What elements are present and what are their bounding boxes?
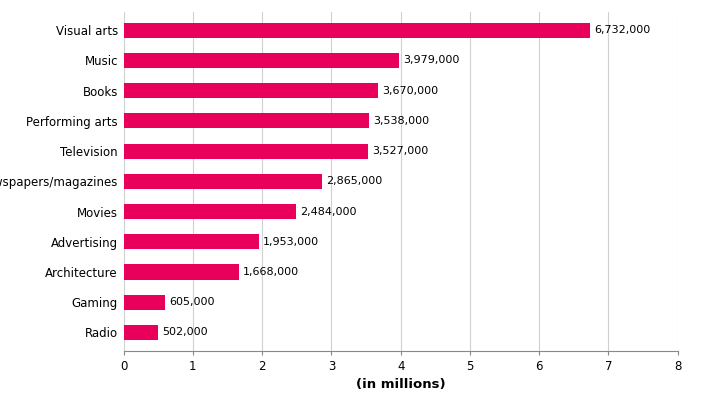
Text: 502,000: 502,000	[162, 328, 208, 337]
Bar	[124, 234, 259, 249]
Bar	[124, 23, 590, 38]
Text: 6,732,000: 6,732,000	[594, 25, 650, 35]
Text: 2,484,000: 2,484,000	[300, 207, 357, 216]
Bar	[124, 204, 296, 219]
Bar	[124, 325, 158, 340]
Text: 1,953,000: 1,953,000	[263, 237, 319, 247]
Text: 605,000: 605,000	[169, 297, 215, 307]
Text: 3,538,000: 3,538,000	[373, 116, 429, 126]
Bar	[124, 53, 399, 68]
Text: 3,527,000: 3,527,000	[372, 146, 429, 156]
Bar	[124, 264, 239, 280]
Bar	[124, 143, 368, 159]
Bar	[124, 113, 369, 129]
Text: 3,979,000: 3,979,000	[403, 56, 460, 65]
X-axis label: (in millions): (in millions)	[356, 378, 445, 391]
Bar	[124, 174, 322, 189]
Bar	[124, 295, 165, 310]
Bar	[124, 83, 378, 98]
Text: 1,668,000: 1,668,000	[244, 267, 299, 277]
Text: 3,670,000: 3,670,000	[382, 86, 438, 96]
Text: 2,865,000: 2,865,000	[326, 177, 383, 186]
